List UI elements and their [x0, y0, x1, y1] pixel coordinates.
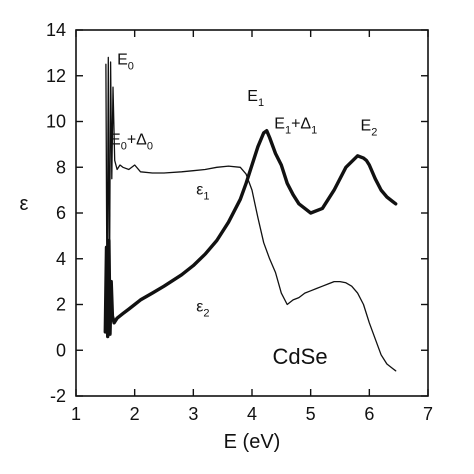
y-tick-label: -2 — [50, 386, 66, 406]
x-tick-label: 2 — [130, 404, 140, 424]
annotation-label: ε2 — [196, 298, 209, 319]
x-tick-label: 4 — [247, 404, 257, 424]
y-tick-label: 0 — [56, 340, 66, 360]
series-line-2 — [103, 129, 398, 339]
y-axis-title: ε — [20, 193, 29, 215]
annotation-label: E2 — [361, 118, 378, 139]
annotation-label: E1 — [247, 88, 264, 109]
x-tick-label: 5 — [306, 404, 316, 424]
material-label: CdSe — [273, 344, 328, 369]
y-tick-label: 4 — [56, 249, 66, 269]
y-tick-label: 6 — [56, 203, 66, 223]
x-tick-label: 7 — [423, 404, 433, 424]
plot-frame — [75, 29, 429, 397]
x-tick-label: 3 — [188, 404, 198, 424]
x-axis-title: E (eV) — [224, 431, 281, 453]
x-tick-label: 6 — [364, 404, 374, 424]
y-tick-label: 2 — [56, 295, 66, 315]
series-lines — [103, 56, 398, 372]
annotation-label: ε1 — [196, 182, 209, 203]
plot-border — [75, 29, 429, 397]
y-tick-label: 10 — [46, 112, 66, 132]
series-line-1 — [105, 56, 397, 372]
annotation-label: E1+Δ1 — [274, 115, 317, 136]
y-tick-label: 8 — [56, 157, 66, 177]
annotations: E0 E0+Δ0 E1 E1+Δ1 E2 ε1 ε2 CdSe — [110, 51, 377, 369]
annotation-label: E0 — [117, 51, 134, 72]
annotation-label: E0+Δ0 — [110, 131, 153, 152]
y-tick-label: 12 — [46, 66, 66, 86]
y-tick-label: 14 — [46, 20, 66, 40]
x-tick-label: 1 — [71, 404, 81, 424]
